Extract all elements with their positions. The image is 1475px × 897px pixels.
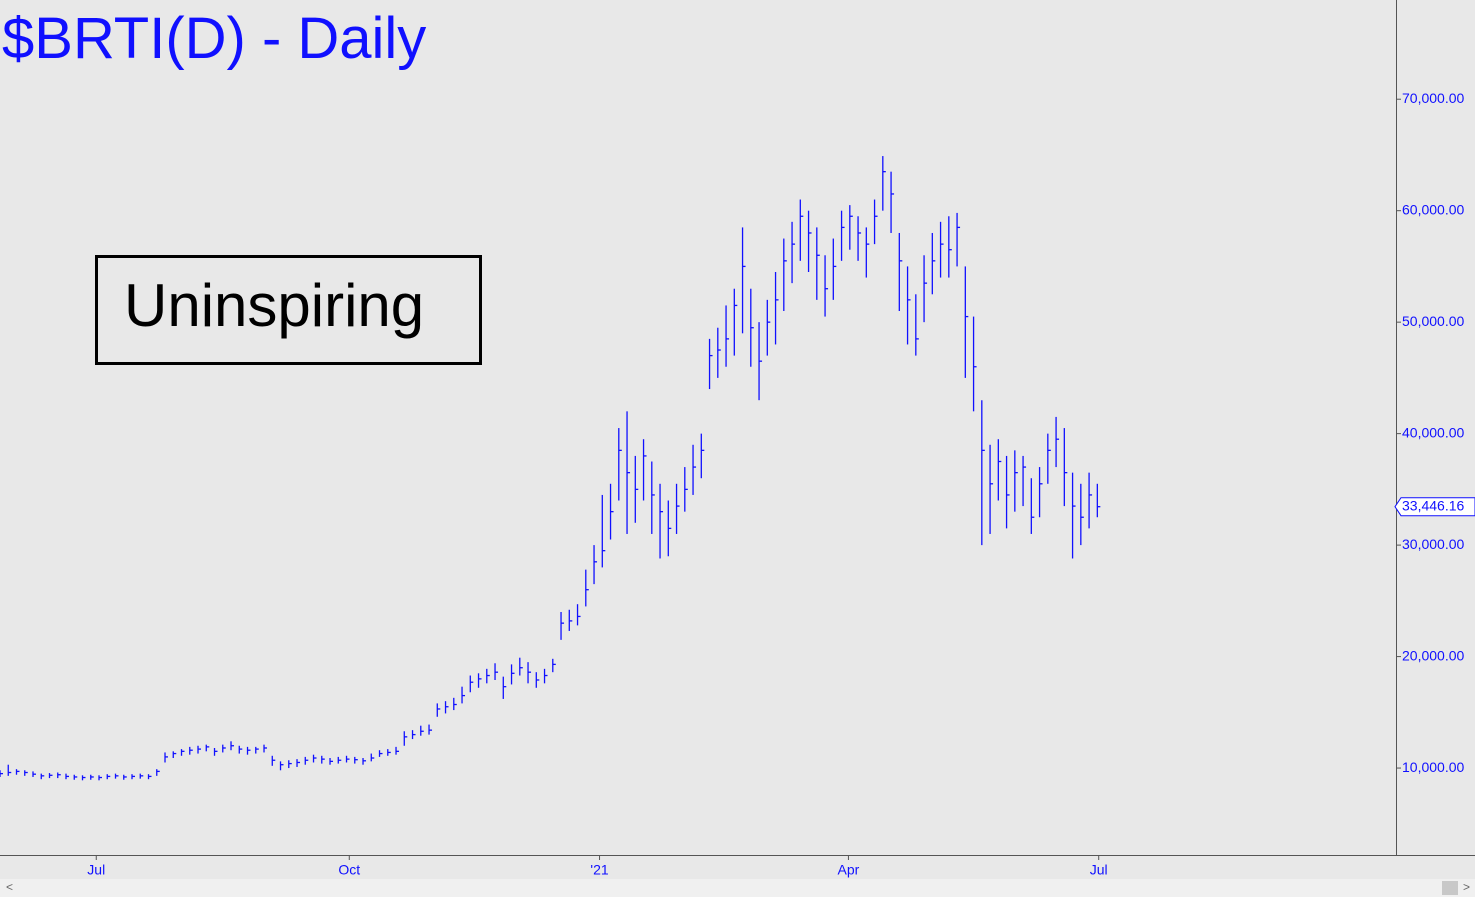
scroll-right[interactable]: >: [1463, 880, 1470, 894]
last-value-label: 33,446.16: [1402, 497, 1464, 513]
x-tick-label: Jul: [1090, 862, 1108, 878]
y-tick-label: 20,000.00: [1402, 647, 1464, 663]
x-tick-label: Jul: [87, 862, 105, 878]
y-tick-label: 30,000.00: [1402, 536, 1464, 552]
annotation-box: [95, 255, 482, 365]
y-tick-label: 60,000.00: [1402, 201, 1464, 217]
y-tick-label: 10,000.00: [1402, 759, 1464, 775]
y-tick-label: 50,000.00: [1402, 313, 1464, 329]
y-tick-label: 40,000.00: [1402, 424, 1464, 440]
y-tick-label: 70,000.00: [1402, 90, 1464, 106]
scroll-thumb[interactable]: [1442, 881, 1458, 895]
x-tick-label: Apr: [838, 862, 860, 878]
x-tick-label: Oct: [338, 862, 360, 878]
scroll-left[interactable]: <: [6, 880, 13, 894]
annotation: Uninspiring: [124, 272, 424, 339]
x-tick-label: '21: [590, 862, 608, 878]
scrollbar[interactable]: [0, 879, 1475, 897]
chart-title: $BRTI(D) - Daily: [2, 6, 426, 71]
last-value-marker: [1394, 497, 1475, 517]
